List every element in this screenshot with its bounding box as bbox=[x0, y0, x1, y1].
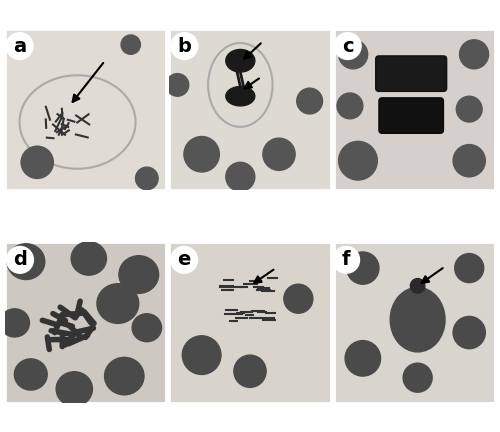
Ellipse shape bbox=[104, 357, 144, 395]
Ellipse shape bbox=[453, 317, 486, 349]
Ellipse shape bbox=[346, 252, 379, 284]
Text: d: d bbox=[13, 251, 27, 270]
Ellipse shape bbox=[182, 336, 221, 375]
Ellipse shape bbox=[119, 256, 158, 293]
Ellipse shape bbox=[121, 35, 141, 54]
FancyBboxPatch shape bbox=[379, 98, 444, 133]
Ellipse shape bbox=[456, 96, 482, 122]
Ellipse shape bbox=[226, 162, 255, 191]
Text: b: b bbox=[178, 37, 192, 56]
Ellipse shape bbox=[71, 241, 106, 275]
Ellipse shape bbox=[460, 40, 488, 69]
Text: e: e bbox=[178, 251, 191, 270]
Ellipse shape bbox=[136, 167, 158, 190]
Ellipse shape bbox=[132, 314, 162, 342]
FancyBboxPatch shape bbox=[376, 56, 446, 92]
Ellipse shape bbox=[403, 363, 432, 392]
Ellipse shape bbox=[226, 86, 255, 106]
Ellipse shape bbox=[338, 141, 378, 180]
Ellipse shape bbox=[296, 88, 322, 114]
Ellipse shape bbox=[184, 137, 220, 172]
Ellipse shape bbox=[284, 284, 313, 313]
Ellipse shape bbox=[14, 359, 47, 390]
Ellipse shape bbox=[234, 355, 266, 388]
Text: a: a bbox=[13, 37, 26, 56]
Text: c: c bbox=[342, 37, 353, 56]
Text: f: f bbox=[342, 251, 350, 270]
Ellipse shape bbox=[166, 73, 189, 96]
Ellipse shape bbox=[226, 50, 255, 72]
Ellipse shape bbox=[453, 145, 486, 177]
Ellipse shape bbox=[7, 244, 45, 280]
Ellipse shape bbox=[454, 254, 484, 283]
Ellipse shape bbox=[390, 287, 445, 352]
Ellipse shape bbox=[410, 279, 425, 293]
Ellipse shape bbox=[21, 146, 54, 178]
Ellipse shape bbox=[337, 93, 363, 119]
Ellipse shape bbox=[263, 138, 295, 170]
Ellipse shape bbox=[338, 40, 368, 69]
Ellipse shape bbox=[345, 340, 380, 376]
Ellipse shape bbox=[56, 372, 92, 406]
Ellipse shape bbox=[0, 309, 30, 337]
Ellipse shape bbox=[97, 284, 138, 324]
